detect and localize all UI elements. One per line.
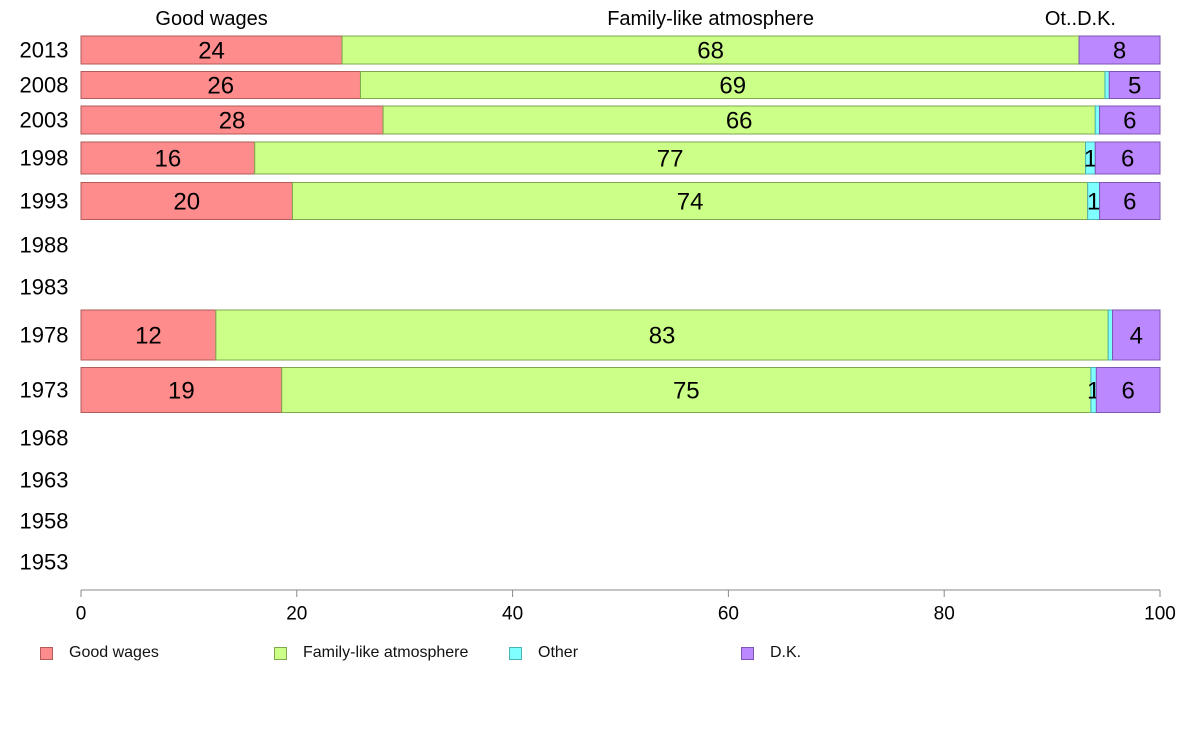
- data-label-2003-3: 6: [1123, 108, 1136, 135]
- x-tick-label-20: 20: [286, 604, 307, 625]
- bar-2003-2: [1094, 105, 1101, 135]
- legend-label-good-wages: Good wages: [69, 644, 159, 661]
- data-label-2013-3: 8: [1113, 38, 1126, 65]
- bar-2008-2: [1104, 71, 1110, 99]
- bar-1993-3: [1099, 182, 1161, 220]
- y-tick-label-1963: 1963: [20, 468, 69, 493]
- bar-2013-1: [341, 35, 1080, 65]
- data-label-1993-3: 6: [1123, 189, 1136, 216]
- data-label-1993-0: 20: [173, 189, 200, 216]
- bar-1978-1: [215, 309, 1109, 361]
- data-label-1998-1: 77: [657, 146, 684, 173]
- bar-1993-0: [80, 182, 293, 220]
- bar-1973-1: [281, 367, 1092, 413]
- legend-label-family-like-atmosphere: Family-like atmosphere: [303, 644, 469, 661]
- y-tick-label-1978: 1978: [20, 323, 69, 348]
- y-tick-label-1953: 1953: [20, 550, 69, 575]
- bar-2003-0: [80, 105, 384, 135]
- y-tick-label-1983: 1983: [20, 275, 69, 300]
- bar-1993-1: [291, 182, 1089, 220]
- bar-1998-0: [80, 141, 256, 175]
- data-label-1998-0: 16: [155, 146, 182, 173]
- bar-2013-0: [80, 35, 343, 65]
- bar-2008-3: [1108, 71, 1161, 99]
- x-tick-label-40: 40: [502, 604, 523, 625]
- data-label-2013-1: 68: [697, 38, 724, 65]
- bar-1998-3: [1094, 141, 1161, 175]
- legend-item-other: Other: [509, 644, 578, 662]
- legend-swatch-family-like-atmosphere: [274, 646, 287, 660]
- x-tick-label-100: 100: [1144, 604, 1176, 625]
- legend-item-dk: D.K.: [741, 644, 801, 662]
- legend-swatch-good-wages: [40, 646, 53, 660]
- data-label-2008-3: 5: [1128, 73, 1141, 100]
- bar-2003-1: [382, 105, 1096, 135]
- legend-item-good-wages: Good wages: [40, 644, 159, 662]
- x-tick-label-60: 60: [718, 604, 739, 625]
- y-tick-label-1988: 1988: [20, 233, 69, 258]
- data-label-2003-0: 28: [219, 108, 246, 135]
- y-tick-label-1993: 1993: [20, 189, 69, 214]
- legend-swatch-other: [509, 646, 522, 660]
- y-tick-label-2003: 2003: [20, 108, 69, 133]
- x-tick-label-80: 80: [934, 604, 955, 625]
- data-label-1978-0: 12: [135, 323, 162, 350]
- data-label-1993-2: 1: [1087, 189, 1100, 216]
- bar-1973-3: [1095, 367, 1161, 413]
- legend-swatch-dk: [741, 646, 754, 660]
- top-label-dk: D.K.: [1077, 8, 1116, 30]
- top-label-other: Ot..: [1045, 8, 1077, 30]
- bar-1978-2: [1107, 309, 1114, 361]
- top-label-family-like-atmosphere: Family-like atmosphere: [607, 8, 814, 30]
- y-tick-label-2013: 2013: [20, 38, 69, 63]
- data-label-1998-2: 1: [1084, 146, 1097, 173]
- data-label-2013-0: 24: [198, 38, 225, 65]
- y-tick-label-1958: 1958: [20, 509, 69, 534]
- y-tick-label-1968: 1968: [20, 426, 69, 451]
- data-label-1993-1: 74: [677, 189, 704, 216]
- bar-2008-1: [359, 71, 1106, 99]
- data-label-1978-3: 4: [1130, 323, 1143, 350]
- data-label-2003-1: 66: [726, 108, 753, 135]
- data-label-1973-0: 19: [168, 378, 195, 405]
- legend-label-other: Other: [538, 644, 579, 661]
- chart-legend: Good wages Family-like atmosphere Other …: [0, 640, 1188, 670]
- y-tick-label-1973: 1973: [20, 378, 69, 403]
- bar-1978-0: [80, 309, 217, 361]
- data-label-2008-1: 69: [719, 73, 746, 100]
- bar-1978-3: [1112, 309, 1161, 361]
- data-label-1978-1: 83: [649, 323, 676, 350]
- x-tick-label-0: 0: [76, 604, 87, 625]
- data-label-2008-0: 26: [207, 73, 234, 100]
- stacked-bar-chart: Good wages Family-like atmosphere Ot.. D.K.…: [20, 8, 1176, 625]
- bar-2013-3: [1078, 35, 1161, 65]
- legend-item-family-like-atmosphere: Family-like atmosphere: [274, 644, 468, 662]
- y-tick-label-2008: 2008: [20, 73, 69, 98]
- data-label-1973-3: 6: [1121, 378, 1134, 405]
- legend-label-dk: D.K.: [770, 644, 802, 661]
- top-label-good-wages: Good wages: [155, 8, 267, 30]
- data-label-1973-1: 75: [673, 378, 700, 405]
- y-tick-label-1998: 1998: [20, 146, 69, 171]
- data-label-1998-3: 6: [1121, 146, 1134, 173]
- bar-1973-0: [80, 367, 283, 413]
- bar-2003-3: [1099, 105, 1161, 135]
